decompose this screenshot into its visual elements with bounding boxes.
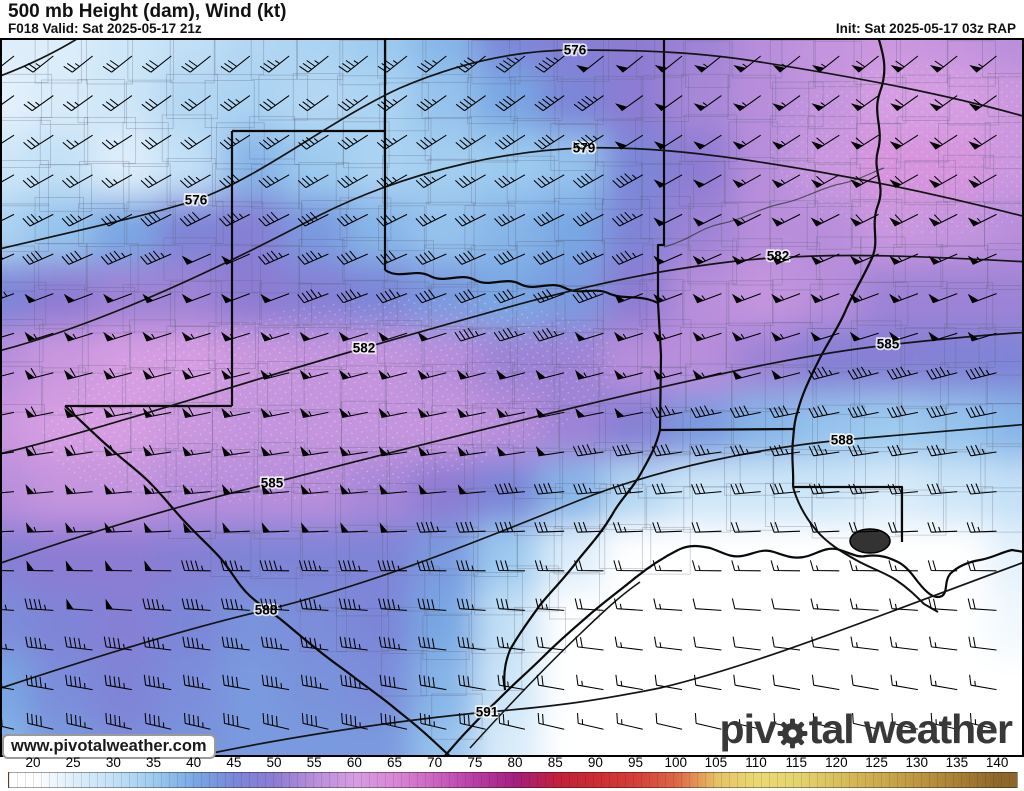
colorbar-tick: 25 [65,755,81,770]
header-subrow: F018 Valid: Sat 2025-05-17 21z Init: Sat… [8,21,1016,36]
svg-text:585: 585 [261,476,284,491]
svg-text:588: 588 [255,603,278,618]
colorbar-tick: 70 [427,755,443,770]
height-contours-layer [2,39,1022,757]
gear-icon [777,718,808,749]
colorbar-tick: 45 [226,755,242,770]
colorbar-tick: 55 [306,755,322,770]
river-layer [469,167,939,749]
colorbar-tick: 60 [346,755,362,770]
colorbar-tick: 40 [186,755,202,770]
colorbar-tick: 130 [905,755,928,770]
colorbar-tick: 65 [387,755,403,770]
watermark: www.pivotalweather.com [2,734,216,759]
wind-barbs-layer [2,55,997,730]
logo-text-post: tal weather [808,706,1013,752]
colorbar-tick: 85 [547,755,563,770]
init-time-label: Init: Sat 2025-05-17 03z RAP [835,21,1016,36]
colorbar-tick: 120 [825,755,848,770]
colorbar-tick: 30 [105,755,121,770]
valid-time-label: F018 Valid: Sat 2025-05-17 21z [8,21,202,36]
colorbar-tick: 135 [945,755,969,770]
state-borders-layer [64,39,1022,757]
colorbar-tick: 50 [266,755,282,770]
svg-text:576: 576 [564,43,587,58]
colorbar-tick: 110 [745,755,767,770]
colorbar-tick: 95 [628,755,644,770]
pivotal-weather-logo: piv tal weather [719,706,1013,753]
colorbar-tick: 35 [145,755,162,770]
svg-text:576: 576 [185,193,208,208]
svg-text:588: 588 [831,433,854,448]
colorbar-tick: 105 [704,755,728,770]
colorbar-tick-labels: 20 25 30 35 40 45 50 55 60 65 70 75 80 85 90 95 100 105 11… [0,755,1024,771]
colorbar-tick: 75 [467,755,483,770]
colorbar-tick: 80 [507,755,523,770]
svg-text:591: 591 [476,705,499,720]
colorbar-tick: 115 [785,755,807,770]
colorbar-tick: 140 [985,755,1009,770]
wind-speed-colorbar [8,772,1018,788]
colorbar-tick: 90 [587,755,603,770]
lake-pontchartrain [849,528,891,554]
colorbar-tick: 100 [664,755,687,770]
page-title: 500 mb Height (dam), Wind (kt) [8,1,287,22]
colorbar-tick: 20 [25,755,41,770]
colorbar-tick: 125 [865,755,888,770]
logo-text-pre: piv [719,706,777,752]
svg-text:582: 582 [353,341,376,356]
